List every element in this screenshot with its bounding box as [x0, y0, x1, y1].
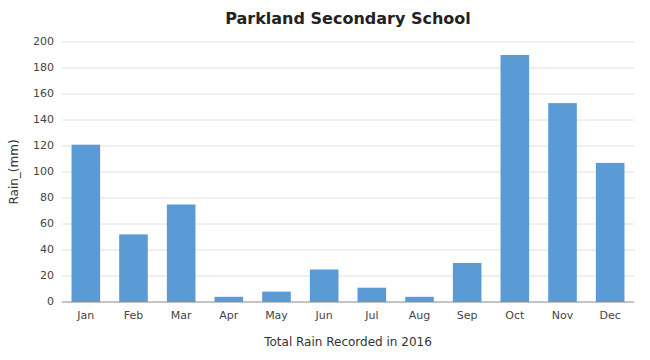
x-tick-label: Dec	[600, 309, 621, 322]
x-tick-label: Apr	[219, 309, 239, 322]
x-tick-label: May	[265, 309, 288, 322]
grid-line	[62, 94, 634, 95]
bar	[453, 263, 482, 302]
y-tick-label: 80	[40, 191, 54, 204]
bar	[72, 145, 101, 302]
x-axis-label: Total Rain Recorded in 2016	[263, 335, 432, 349]
y-tick-label: 60	[40, 217, 54, 230]
grid-line	[62, 42, 634, 43]
grid-line	[62, 68, 634, 69]
bar	[501, 55, 530, 302]
y-axis-label: Rain_(mm)	[7, 139, 21, 204]
x-tick-label: Jul	[364, 309, 378, 322]
x-tick-label: Feb	[124, 309, 143, 322]
x-tick-label: Mar	[171, 309, 192, 322]
x-tick-label: Jun	[315, 309, 333, 322]
y-tick-label: 40	[40, 243, 54, 256]
bar	[596, 163, 625, 302]
y-tick-label: 120	[33, 139, 54, 152]
x-tick-label: Oct	[505, 309, 525, 322]
bar	[119, 234, 148, 302]
y-tick-label: 140	[33, 113, 54, 126]
y-tick-label: 20	[40, 269, 54, 282]
y-tick-label: 100	[33, 165, 54, 178]
x-ticks: Jan Feb Mar Apr May Jun Jul Aug Sep Oct Nov Dec	[76, 309, 620, 322]
x-tick-label: Nov	[552, 309, 574, 322]
bar	[262, 292, 291, 302]
chart-container: 0 20 40 60 80 100 120 140 160 180 200 Jan Feb Mar Apr M…	[0, 0, 650, 360]
x-tick-label: Aug	[409, 309, 430, 322]
bar	[167, 205, 196, 303]
x-tick-label: Sep	[457, 309, 478, 322]
y-tick-label: 160	[33, 87, 54, 100]
bar	[358, 288, 387, 302]
chart-title: Parkland Secondary School	[225, 9, 471, 28]
bar	[405, 297, 434, 302]
bar	[215, 297, 244, 302]
chart-svg: 0 20 40 60 80 100 120 140 160 180 200 Jan Feb Mar Apr M…	[0, 0, 650, 360]
x-tick-label: Jan	[76, 309, 94, 322]
page: {"chart_data": {"type": "bar", "title": …	[0, 0, 650, 360]
y-tick-label: 180	[33, 61, 54, 74]
bars	[72, 55, 625, 302]
y-grid	[62, 42, 634, 302]
y-ticks: 0 20 40 60 80 100 120 140 160 180 200	[33, 35, 54, 308]
bar	[310, 270, 339, 303]
bar	[548, 103, 577, 302]
y-tick-label: 200	[33, 35, 54, 48]
y-tick-label: 0	[47, 295, 54, 308]
